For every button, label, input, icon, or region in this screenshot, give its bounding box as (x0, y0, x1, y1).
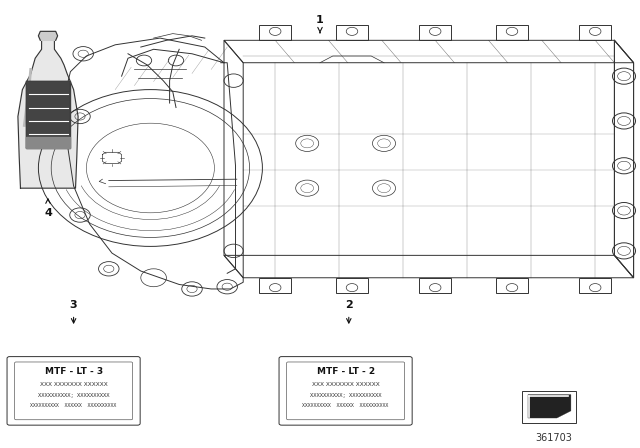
Polygon shape (528, 395, 571, 418)
FancyBboxPatch shape (287, 362, 404, 420)
Text: 4: 4 (44, 208, 52, 218)
Text: XXX XXXXXXX XXXXXX: XXX XXXXXXX XXXXXX (40, 382, 108, 387)
Bar (522, 391, 576, 423)
Text: XXXXXXXXXX  XXXXXX  XXXXXXXXXX: XXXXXXXXXX XXXXXX XXXXXXXXXX (303, 403, 388, 408)
Polygon shape (26, 137, 70, 148)
Text: XXXXXXXXXX; XXXXXXXXXX: XXXXXXXXXX; XXXXXXXXXX (310, 392, 381, 398)
Text: MTF - LT - 2: MTF - LT - 2 (317, 367, 374, 376)
FancyBboxPatch shape (279, 357, 412, 425)
Text: MTF - LT - 3: MTF - LT - 3 (45, 367, 102, 376)
Text: XXXXXXXXXX; XXXXXXXXXX: XXXXXXXXXX; XXXXXXXXXX (38, 392, 109, 398)
Polygon shape (18, 40, 78, 188)
Text: XXXXXXXXXX  XXXXXX  XXXXXXXXXX: XXXXXXXXXX XXXXXX XXXXXXXXXX (31, 403, 116, 408)
Polygon shape (38, 31, 58, 40)
Text: XXX XXXXXXX XXXXXX: XXX XXXXXXX XXXXXX (312, 382, 380, 387)
Polygon shape (26, 81, 70, 148)
FancyBboxPatch shape (7, 357, 140, 425)
Text: 361703: 361703 (535, 433, 572, 443)
Text: 1: 1 (316, 15, 324, 25)
Text: 2: 2 (345, 300, 353, 310)
FancyBboxPatch shape (15, 362, 132, 420)
Text: 3: 3 (70, 300, 77, 310)
